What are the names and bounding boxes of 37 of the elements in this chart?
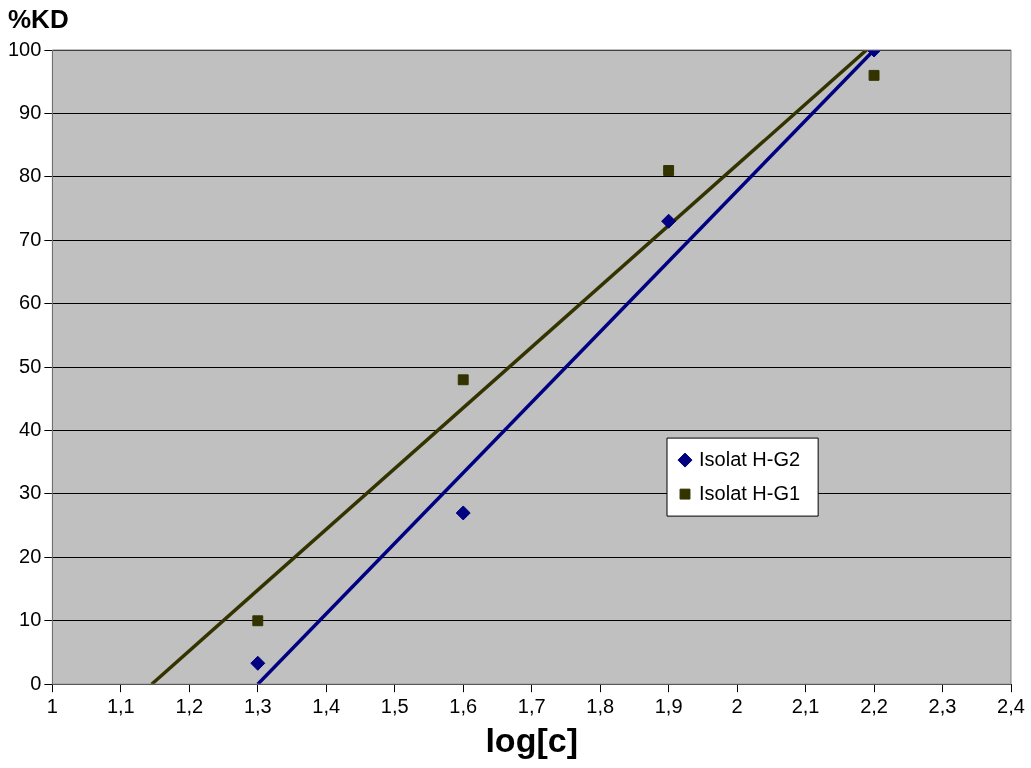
- y-tick-label: 10: [19, 608, 42, 631]
- y-axis-title: %KD: [8, 4, 69, 35]
- x-tick-label: 1,2: [175, 694, 204, 717]
- x-axis-title: log[c]: [485, 720, 578, 759]
- legend-label: Isolat H-G2: [699, 447, 801, 470]
- y-tick-label: 80: [19, 164, 42, 187]
- x-tick-label: 2: [731, 694, 743, 717]
- y-tick-label: 30: [19, 481, 42, 504]
- x-tick-label: 1,7: [517, 694, 546, 717]
- point: [868, 69, 880, 81]
- x-tick-label: 2,4: [997, 694, 1025, 717]
- x-tick-label: 1,3: [243, 694, 272, 717]
- x-tick-label: 2,3: [928, 694, 957, 717]
- y-tick-label: 90: [19, 100, 42, 123]
- y-tick-label: 100: [7, 37, 42, 60]
- x-tick-label: 1,8: [586, 694, 615, 717]
- x-tick-label: 1,9: [654, 694, 683, 717]
- x-tick-label: 1,1: [106, 694, 135, 717]
- y-tick-label: 0: [30, 671, 42, 694]
- point: [457, 374, 469, 386]
- y-tick-label: 20: [19, 544, 42, 567]
- x-tick-label: 1,6: [449, 694, 478, 717]
- point: [661, 213, 677, 229]
- legend-label: Isolat H-G1: [699, 481, 801, 504]
- point: [663, 165, 675, 176]
- y-tick-label: 40: [19, 418, 42, 441]
- point: [252, 615, 264, 627]
- x-tick-label: 1,4: [312, 694, 341, 717]
- y-tick-label: 60: [19, 291, 42, 314]
- x-tick-label: 2,1: [791, 694, 820, 717]
- point: [250, 655, 266, 671]
- x-tick-label: 2,2: [860, 694, 888, 717]
- x-tick-label: 1: [46, 694, 58, 717]
- y-tick-label: 70: [19, 227, 42, 250]
- x-tick-label: 1,5: [380, 694, 409, 717]
- point: [455, 505, 471, 521]
- y-tick-label: 50: [19, 354, 42, 377]
